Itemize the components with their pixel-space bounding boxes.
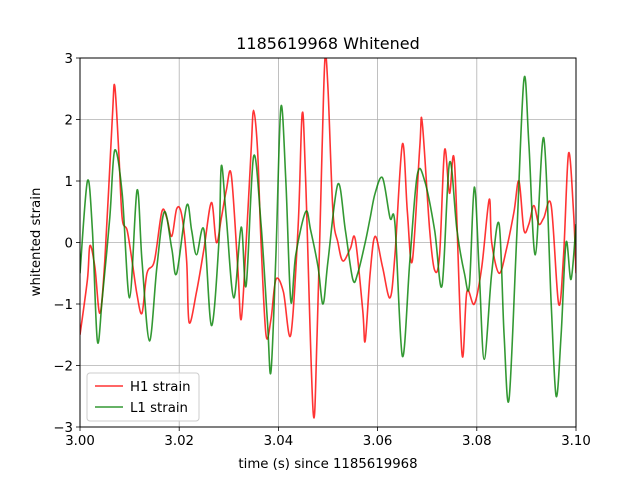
y-tick-label: 1 bbox=[65, 175, 73, 190]
chart-title: 1185619968 Whitened bbox=[236, 34, 420, 53]
legend-label-h1: H1 strain bbox=[130, 380, 191, 395]
series-line-h1-strain bbox=[80, 58, 576, 419]
y-tick-label: 0 bbox=[65, 237, 73, 252]
grid-layer bbox=[79, 57, 577, 428]
x-tick-label: 3.08 bbox=[462, 434, 492, 449]
y-axis-label: whitented strain bbox=[29, 188, 44, 297]
legend: H1 strain L1 strain bbox=[86, 372, 200, 422]
series-layer bbox=[80, 58, 576, 419]
legend-label-l1: L1 strain bbox=[130, 401, 188, 416]
y-tick-label: 3 bbox=[65, 52, 73, 67]
legend-box bbox=[86, 372, 200, 422]
x-tick-label: 3.00 bbox=[65, 434, 95, 449]
y-tick-label: −1 bbox=[53, 298, 73, 313]
series-line-l1-strain bbox=[80, 75, 576, 403]
x-tick-label: 3.02 bbox=[164, 434, 194, 449]
y-tick-label: 2 bbox=[65, 114, 73, 129]
x-axis-label: time (s) since 1185619968 bbox=[238, 457, 417, 472]
y-tick-label: −3 bbox=[53, 421, 73, 436]
x-tick-label: 3.04 bbox=[264, 434, 294, 449]
x-tick-label: 3.06 bbox=[363, 434, 393, 449]
tick-layer: 3.00 3.02 3.04 3.06 3.08 3.10 −3 −2 −1 0 1 2 3 bbox=[53, 52, 590, 449]
y-tick-label: −2 bbox=[53, 360, 73, 375]
x-tick-label: 3.10 bbox=[561, 434, 591, 449]
